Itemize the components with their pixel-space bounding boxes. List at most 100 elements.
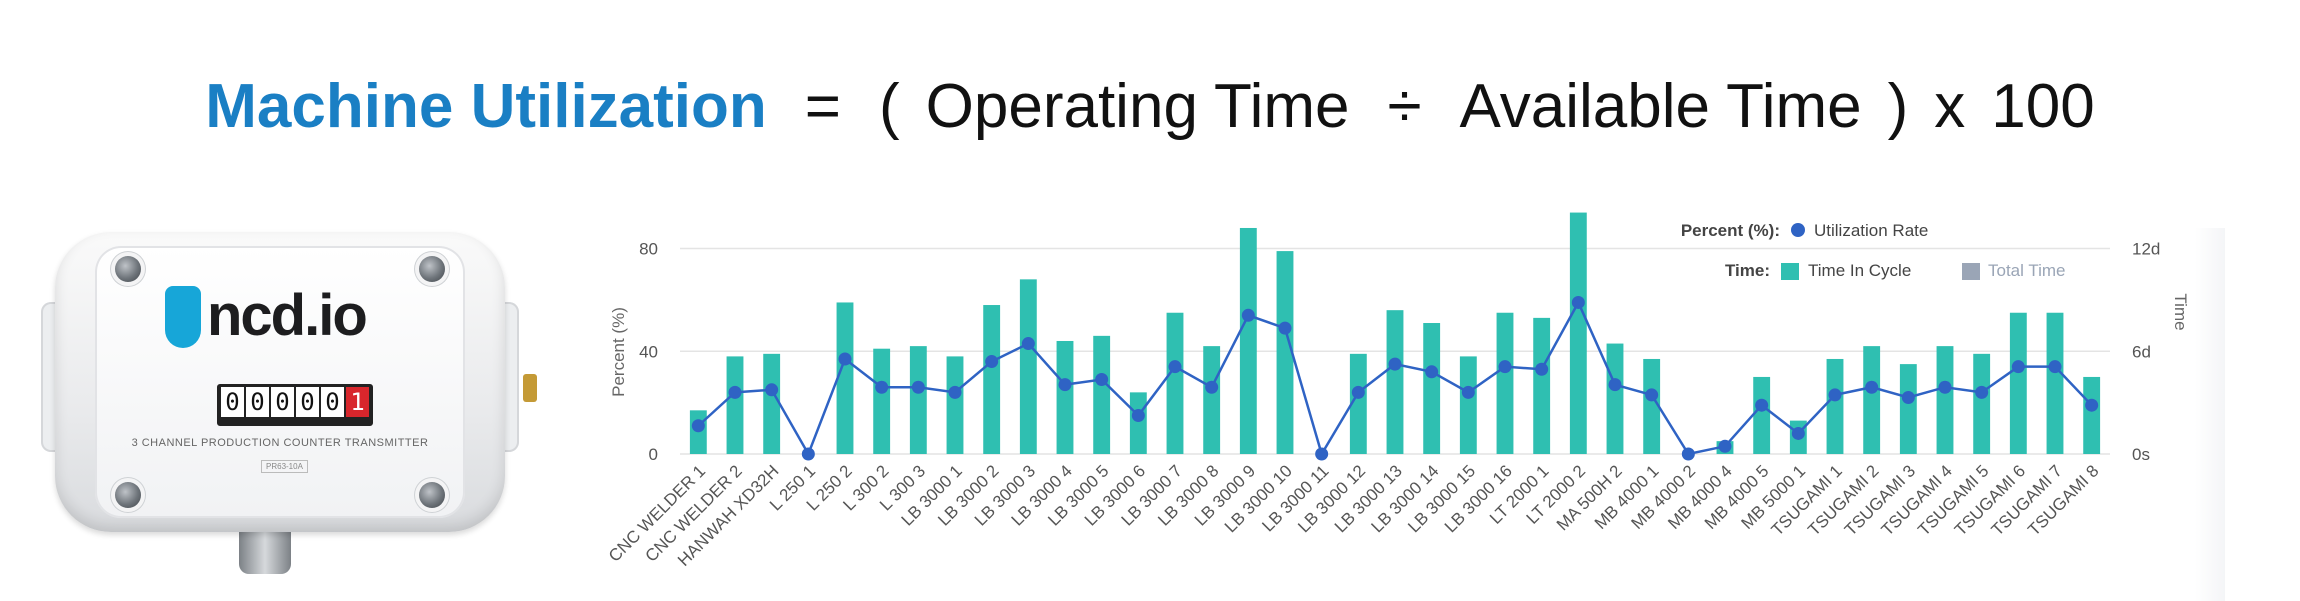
bar-time-in-cycle [1936,346,1954,454]
bar-time-in-cycle [873,348,891,454]
y-tick-label: 0 [649,445,658,464]
utilization-point [1131,408,1145,422]
bar-time-in-cycle [763,353,781,454]
antenna-connector [523,374,537,402]
utilization-point [1681,447,1695,461]
bar-time-in-cycle [1349,353,1367,454]
bar-time-in-cycle [2083,376,2101,454]
device-label: 3 CHANNEL PRODUCTION COUNTER TRANSMITTER [131,437,429,449]
close-paren: ) [1887,72,1909,141]
utilization-point [985,355,999,369]
utilization-point [1021,337,1035,351]
bar-time-in-cycle [946,356,964,454]
legend-total-name: Total Time [1988,261,2065,280]
utilization-point [1938,380,1952,394]
utilization-point [1791,426,1805,440]
y-tick-label: 40 [639,342,658,361]
utilization-point [1241,308,1255,322]
times-sign: x [1934,72,1966,141]
hundred: 100 [1991,72,2095,141]
screw-icon [115,256,141,282]
operating-time: Operating Time [925,72,1350,141]
counter-digit: 0 [321,387,344,417]
y-tick-label: 80 [639,240,658,259]
utilization-point [1865,380,1879,394]
legend-cycle-name: Time In Cycle [1808,261,1911,280]
utilization-point [2048,360,2062,374]
bar-time-in-cycle [836,302,854,454]
device-model: PR63-10A [261,460,308,473]
equals-sign: = [804,72,841,141]
bar-time-in-cycle [1533,317,1551,454]
open-paren: ( [878,72,900,141]
cable-connector [239,528,291,574]
bar-time-in-cycle [1863,346,1881,454]
counter-digit: 1 [346,387,369,417]
formula: Machine Utilization = (Operating Time ÷ Avai… [0,62,2300,152]
utilization-point [765,383,779,397]
utilization-point [1718,439,1732,453]
brand-logo: ncd.io [207,283,368,348]
bar-time-in-cycle [1056,340,1074,454]
bar-time-in-cycle [1606,343,1624,454]
utilization-point [1498,360,1512,374]
bar-time-in-cycle [1276,251,1294,454]
bar-time-in-cycle [1496,312,1514,454]
legend-time-label: Time: [1725,261,1770,280]
legend-cycle-marker [1781,263,1799,280]
circuit-logo-icon [165,286,201,348]
legend-utilization-marker [1791,223,1805,237]
utilization-point [1425,365,1439,379]
y2-tick-label: 0s [2132,445,2150,464]
bar-time-in-cycle [1569,212,1587,454]
bar-time-in-cycle [1166,312,1184,454]
bar-time-in-cycle [1973,353,1991,454]
divide-sign: ÷ [1387,72,1422,141]
utilization-point [1901,390,1915,404]
utilization-point [911,380,925,394]
bar-time-in-cycle [1203,346,1221,454]
utilization-point [1351,385,1365,399]
utilization-point [1571,295,1585,309]
counter-device-image: ncd.io 0 0 0 0 0 1 3 CHANNEL PRODUCTION … [41,232,537,592]
utilization-point [2085,398,2099,412]
bar-time-in-cycle [1643,358,1661,454]
utilization-point [1755,398,1769,412]
device-body: ncd.io 0 0 0 0 0 1 3 CHANNEL PRODUCTION … [55,232,505,532]
bar-time-in-cycle [1386,310,1404,454]
utilization-point [1461,385,1475,399]
bar-time-in-cycle [1826,358,1844,454]
bar-time-in-cycle [2009,312,2027,454]
bar-time-in-cycle [1423,323,1441,454]
utilization-point [1168,360,1182,374]
bar-time-in-cycle [1239,227,1257,454]
utilization-point [1058,378,1072,392]
bar-time-in-cycle [1899,364,1917,454]
bar-time-in-cycle [1093,335,1111,454]
utilization-point [691,419,705,433]
utilization-point [1608,378,1622,392]
screw-icon [419,482,445,508]
counter-digit: 0 [271,387,294,417]
utilization-point [1388,357,1402,371]
utilization-point [1205,380,1219,394]
utilization-point [1095,373,1109,387]
utilization-point [728,385,742,399]
utilization-point [948,385,962,399]
counter-digit: 0 [246,387,269,417]
utilization-point [801,447,815,461]
utilization-point [1828,388,1842,402]
bar-time-in-cycle [1459,356,1477,454]
y2-axis-title: Time [2171,293,2190,330]
legend-percent-label: Percent (%): [1681,221,1780,240]
utilization-point [1645,388,1659,402]
bar-time-in-cycle [909,346,927,454]
y-axis-title: Percent (%) [609,307,628,397]
chart-edge [2195,228,2225,601]
bar-time-in-cycle [983,305,1001,454]
mechanical-counter: 0 0 0 0 0 1 [217,384,373,426]
utilization-point [1315,447,1329,461]
utilization-point [1975,385,1989,399]
counter-digit: 0 [221,387,244,417]
